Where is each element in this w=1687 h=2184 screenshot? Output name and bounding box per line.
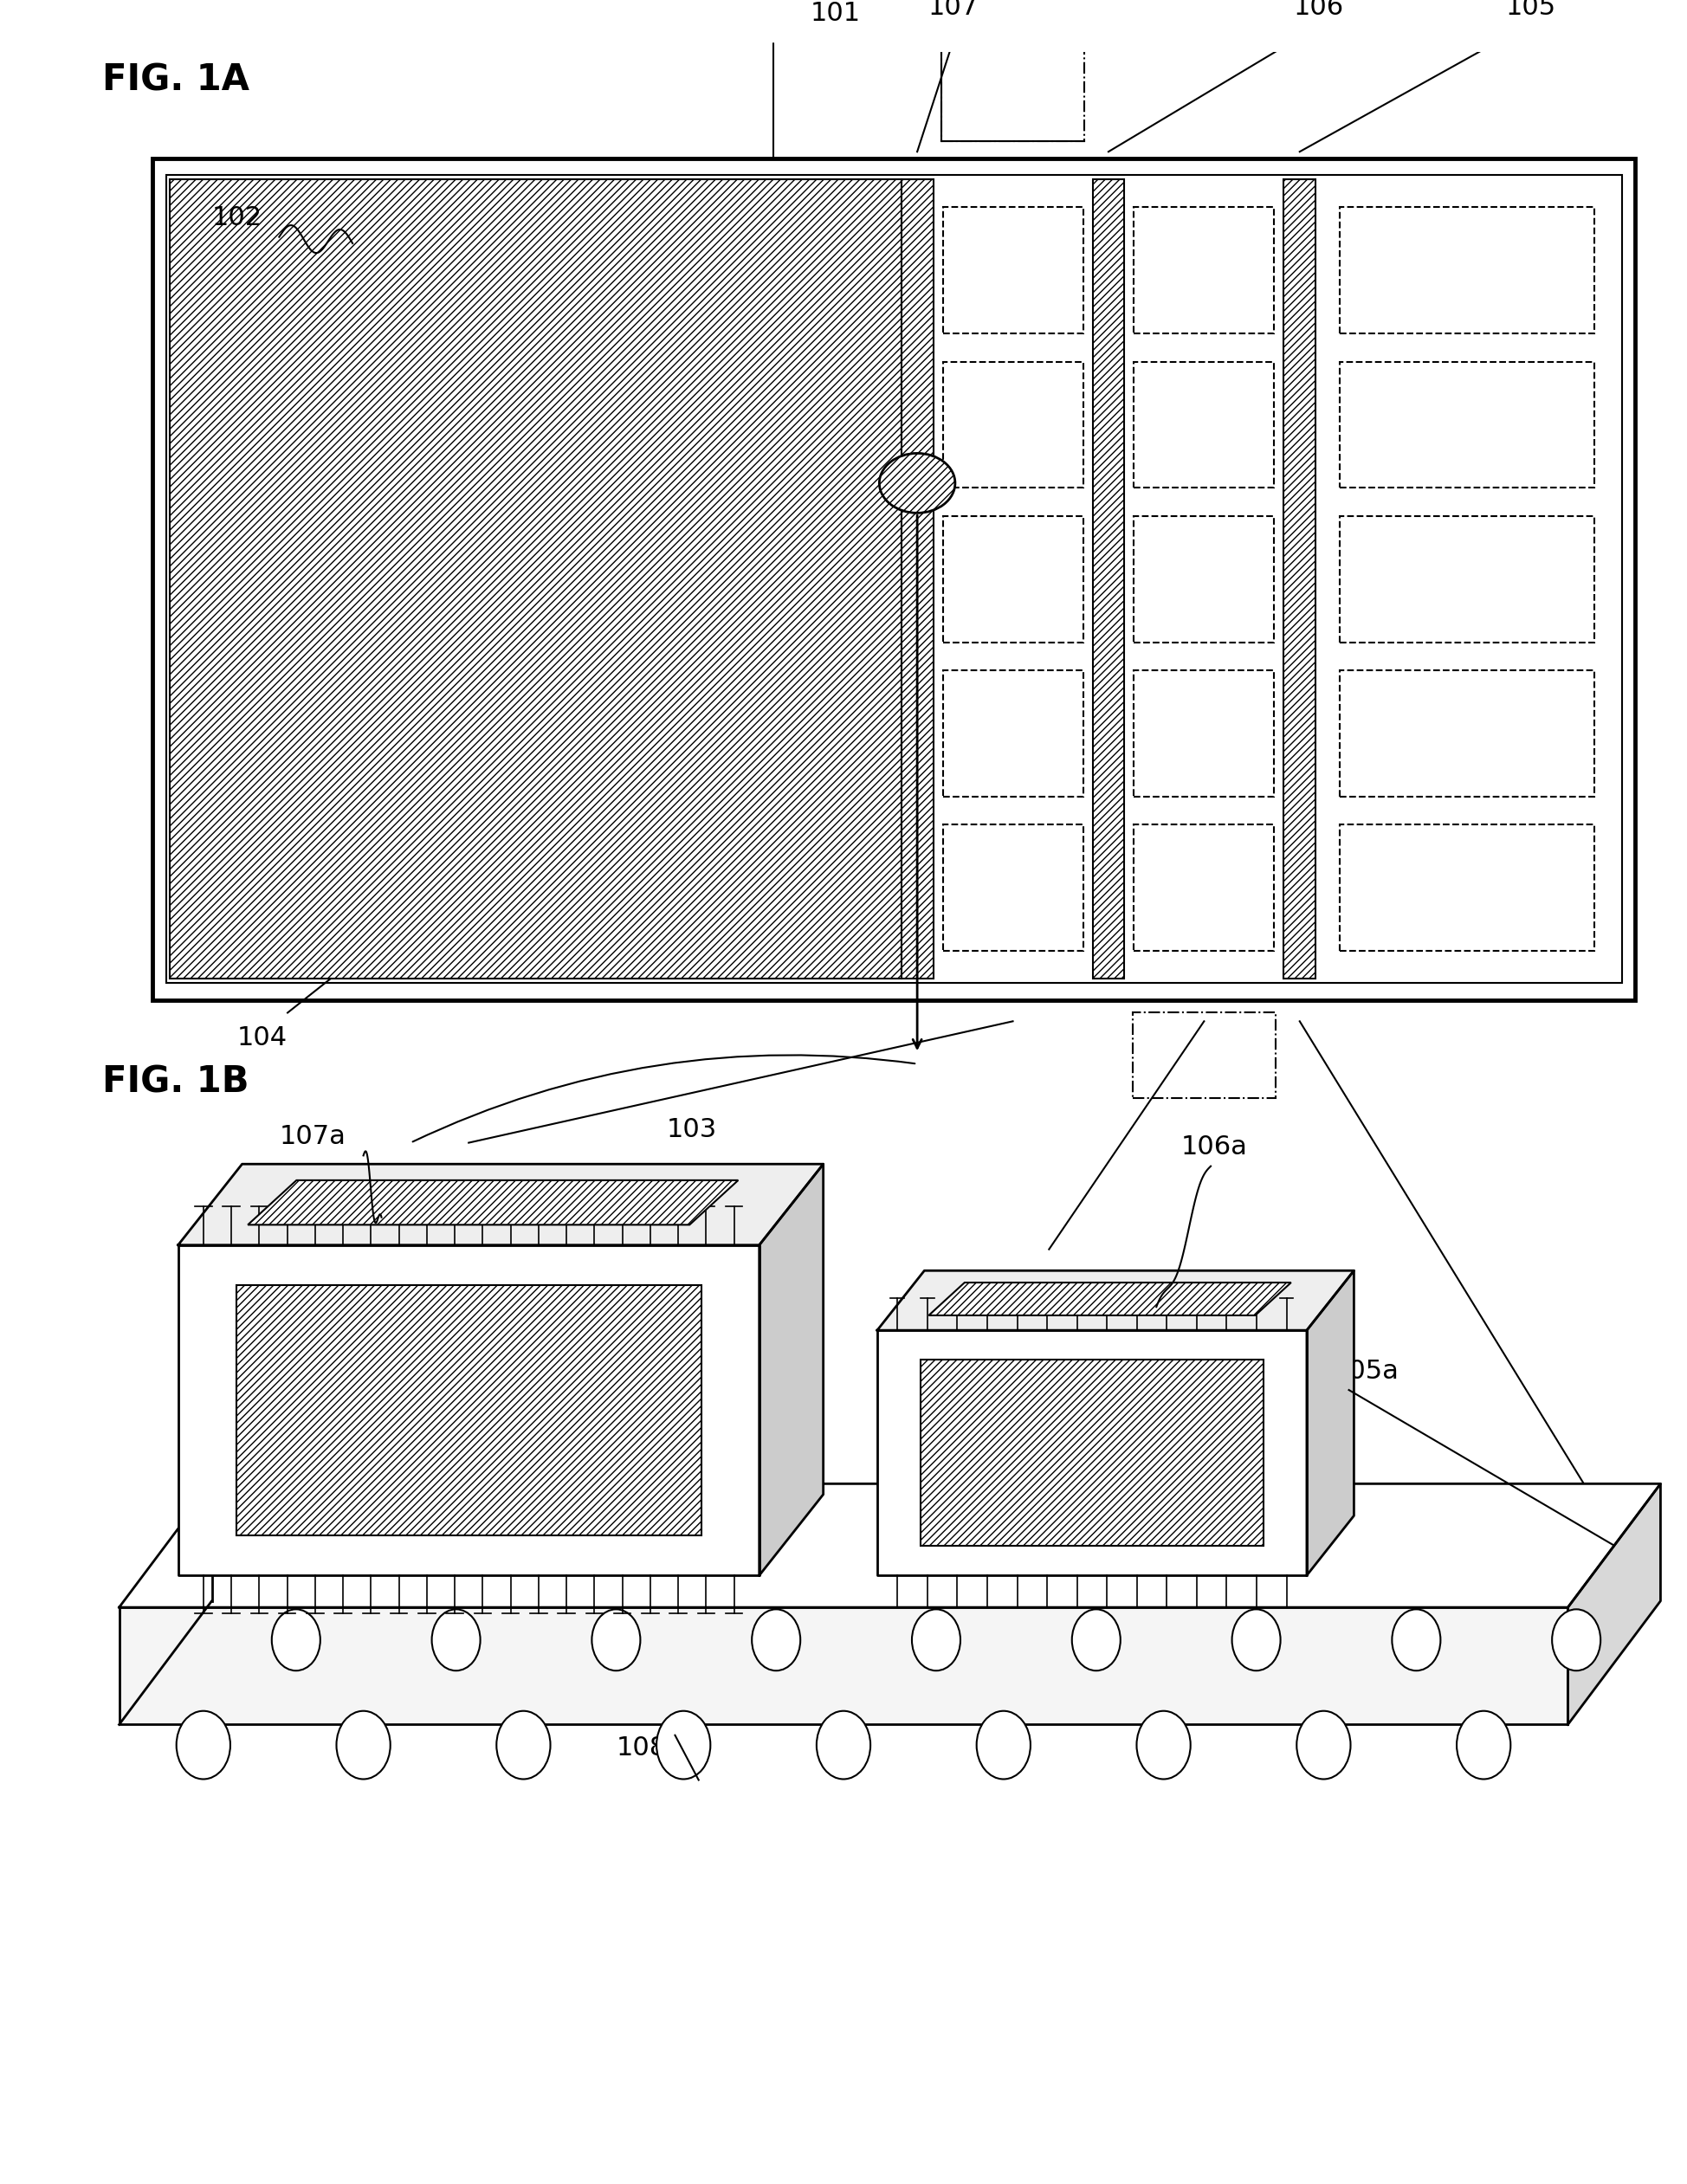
Text: 107a: 107a (280, 1125, 346, 1149)
Text: 106a: 106a (1181, 1136, 1247, 1160)
Circle shape (272, 1610, 321, 1671)
Text: 107: 107 (928, 0, 978, 20)
Bar (1339, 207, 1594, 334)
Polygon shape (120, 1607, 1567, 1725)
Bar (1339, 363, 1594, 487)
Circle shape (432, 1610, 481, 1671)
Bar (1134, 515, 1274, 642)
Circle shape (336, 1710, 390, 1780)
Text: 102: 102 (213, 205, 261, 232)
Circle shape (177, 1710, 231, 1780)
Polygon shape (179, 1164, 823, 1245)
Text: 103: 103 (666, 1118, 717, 1142)
Circle shape (977, 1710, 1031, 1780)
Bar (919, 1361, 1264, 1546)
Bar (1134, 363, 1274, 487)
Polygon shape (248, 1179, 739, 1225)
Polygon shape (930, 1282, 1291, 1315)
Circle shape (913, 1610, 960, 1671)
Bar (1093, 179, 1125, 978)
Bar (170, 179, 901, 978)
Ellipse shape (879, 454, 955, 513)
Bar (941, 35, 1085, 142)
Bar (154, 157, 1635, 1000)
Polygon shape (120, 1483, 1660, 1607)
Text: 101: 101 (810, 0, 860, 26)
Polygon shape (877, 1330, 1307, 1575)
Text: FIG. 1B: FIG. 1B (103, 1064, 250, 1101)
Text: 105a: 105a (1333, 1358, 1399, 1385)
Circle shape (1232, 1610, 1280, 1671)
Text: FIG. 1A: FIG. 1A (103, 61, 250, 98)
Bar (167, 175, 1621, 983)
Bar (1134, 823, 1274, 950)
Circle shape (1297, 1710, 1351, 1780)
Circle shape (656, 1710, 710, 1780)
Bar (1339, 515, 1594, 642)
Circle shape (1552, 1610, 1601, 1671)
Bar (1134, 670, 1274, 797)
Bar (943, 515, 1083, 642)
Bar (1284, 179, 1316, 978)
Bar (236, 1284, 702, 1535)
Bar (1339, 670, 1594, 797)
Polygon shape (1567, 1483, 1660, 1725)
Polygon shape (877, 1271, 1355, 1330)
Circle shape (592, 1610, 641, 1671)
Circle shape (817, 1710, 870, 1780)
Circle shape (1456, 1710, 1510, 1780)
Circle shape (1392, 1610, 1441, 1671)
Text: 108: 108 (616, 1736, 666, 1760)
Bar (1134, 207, 1274, 334)
Bar (1132, 1013, 1275, 1099)
Circle shape (1071, 1610, 1120, 1671)
Bar (1339, 823, 1594, 950)
Bar (943, 670, 1083, 797)
Polygon shape (759, 1164, 823, 1575)
Circle shape (496, 1710, 550, 1780)
Bar (943, 363, 1083, 487)
Text: 104: 104 (238, 1026, 287, 1051)
Bar (943, 823, 1083, 950)
Circle shape (1137, 1710, 1191, 1780)
Polygon shape (1307, 1271, 1355, 1575)
Text: 106: 106 (1294, 0, 1345, 20)
Bar (943, 207, 1083, 334)
Polygon shape (179, 1245, 759, 1575)
Bar (901, 179, 933, 978)
Circle shape (752, 1610, 800, 1671)
Text: 105: 105 (1505, 0, 1555, 20)
